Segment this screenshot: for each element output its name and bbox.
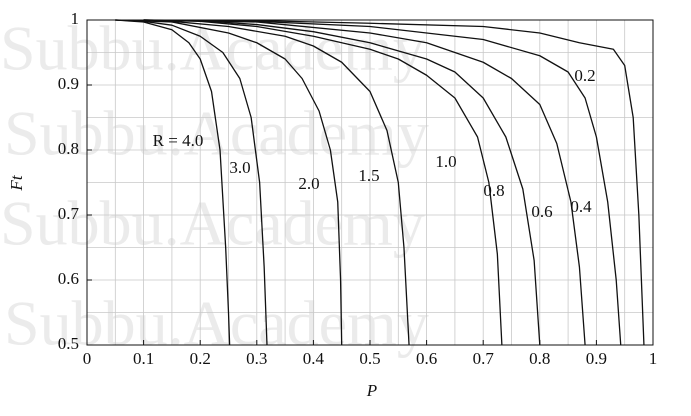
curve-label: 0.6 (531, 202, 552, 221)
x-tick-label: 0.3 (246, 349, 267, 368)
curve-label: 0.2 (574, 66, 595, 85)
x-tick-label: 0.4 (303, 349, 325, 368)
curve-label: 0.8 (483, 181, 504, 200)
y-tick-label: 0.6 (58, 269, 79, 288)
curve-label: R = 4.0 (153, 131, 204, 150)
x-tick-label: 0.5 (359, 349, 380, 368)
watermark: Subbu.Academy (4, 288, 429, 359)
curve (143, 19, 541, 346)
y-axis-label: Ft (7, 174, 26, 191)
curve (143, 19, 503, 346)
plot-frame (86, 19, 654, 346)
curve (115, 19, 268, 346)
curve-label: 3.0 (229, 158, 250, 177)
curve (115, 19, 231, 346)
x-tick-label: 0.2 (190, 349, 211, 368)
x-tick-label: 0 (83, 349, 92, 368)
curve (115, 19, 410, 346)
y-tick-label: 0.7 (58, 204, 80, 223)
x-tick-label: 1 (649, 349, 658, 368)
y-tick-label: 1 (71, 9, 80, 28)
x-tick-label: 0.1 (133, 349, 154, 368)
curve-label: 1.0 (435, 152, 456, 171)
watermark: Subbu.Academy (0, 188, 425, 259)
curve-label: 0.4 (570, 197, 592, 216)
curve (143, 19, 622, 346)
curve-label: 2.0 (298, 174, 319, 193)
y-tick-label: 0.8 (58, 139, 79, 158)
curve (143, 19, 645, 346)
x-axis-label: P (366, 381, 377, 400)
x-tick-label: 0.6 (416, 349, 437, 368)
x-tick-label: 0.9 (586, 349, 607, 368)
x-tick-label: 0.8 (529, 349, 550, 368)
y-tick-label: 0.9 (58, 74, 79, 93)
curve (115, 19, 343, 346)
x-tick-label: 0.7 (473, 349, 495, 368)
curve-label: 1.5 (358, 166, 379, 185)
curve (143, 19, 586, 346)
watermark: Subbu.Academy (4, 98, 429, 169)
y-tick-label: 0.5 (58, 334, 79, 353)
